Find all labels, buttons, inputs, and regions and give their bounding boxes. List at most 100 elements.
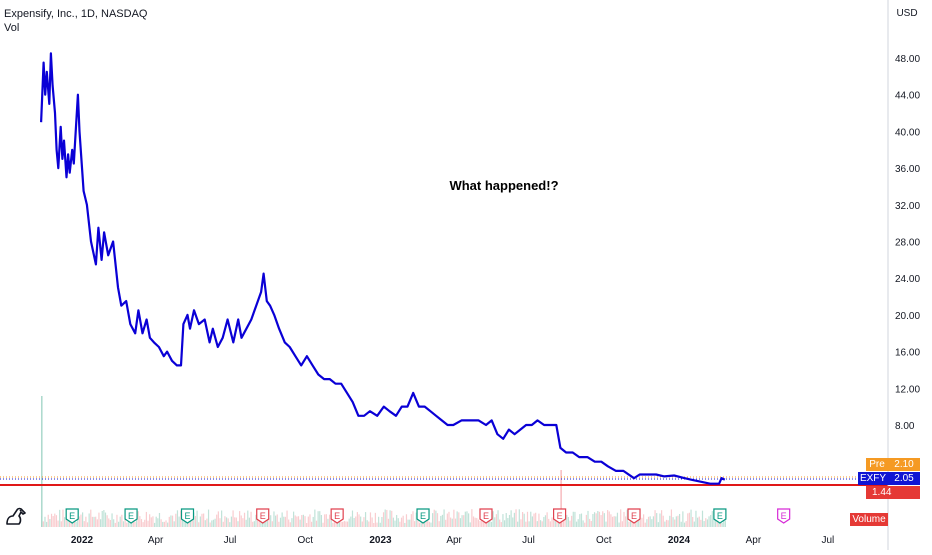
volume-bar bbox=[150, 517, 152, 527]
x-tick-label: Jul bbox=[821, 535, 834, 546]
volume-bar bbox=[355, 516, 357, 527]
volume-bar bbox=[328, 514, 331, 527]
volume-bar bbox=[119, 516, 121, 527]
earnings-badge-icon bbox=[256, 508, 270, 524]
volume-bar bbox=[649, 516, 651, 527]
volume-bar bbox=[139, 516, 141, 527]
symbol-legend[interactable]: Expensify, Inc., 1D, NASDAQ bbox=[4, 8, 148, 20]
volume-bar bbox=[173, 521, 175, 527]
volume-bar bbox=[587, 510, 589, 527]
volume-bar bbox=[590, 521, 592, 527]
earnings-marker[interactable]: E bbox=[124, 508, 138, 524]
volume-bar bbox=[160, 519, 162, 527]
x-tick-label: Jul bbox=[522, 535, 535, 546]
volume-bar bbox=[214, 518, 216, 527]
volume-bar bbox=[507, 518, 509, 527]
volume-bar bbox=[171, 515, 174, 527]
volume-bar bbox=[55, 515, 58, 527]
x-tick-label: Apr bbox=[446, 535, 462, 546]
volume-bar bbox=[698, 516, 700, 527]
x-tick-label: Jul bbox=[224, 535, 237, 546]
earnings-badge-icon bbox=[124, 508, 138, 524]
volume-bar bbox=[448, 511, 450, 527]
volume-bar bbox=[147, 520, 149, 527]
volume-bar bbox=[682, 511, 684, 527]
volume-bar bbox=[253, 521, 255, 527]
tradingview-logo-icon[interactable] bbox=[4, 504, 28, 528]
volume-bar bbox=[714, 519, 717, 527]
volume-bar bbox=[49, 519, 51, 527]
volume-bar bbox=[343, 520, 345, 527]
volume-bar bbox=[490, 521, 493, 527]
y-tick-label: 20.00 bbox=[895, 311, 920, 322]
volume-bar bbox=[497, 510, 499, 527]
earnings-marker[interactable]: E bbox=[777, 508, 791, 524]
volume-bar bbox=[525, 521, 527, 527]
volume-bar bbox=[487, 521, 489, 527]
volume-legend[interactable]: Vol bbox=[4, 22, 20, 34]
earnings-marker[interactable]: E bbox=[713, 508, 727, 524]
volume-bar bbox=[549, 521, 551, 527]
earnings-marker[interactable]: E bbox=[65, 508, 79, 524]
volume-bar bbox=[283, 516, 285, 527]
volume-bar bbox=[400, 517, 403, 527]
earnings-marker[interactable]: E bbox=[553, 508, 567, 524]
volume-bar bbox=[109, 519, 112, 527]
volume-bar bbox=[685, 521, 687, 527]
volume-bar bbox=[580, 513, 583, 527]
earnings-marker[interactable]: E bbox=[256, 508, 270, 524]
volume-bar bbox=[521, 511, 524, 527]
volume-bar bbox=[126, 522, 128, 527]
y-tick-label: 40.00 bbox=[895, 127, 920, 138]
volume-bar bbox=[50, 513, 53, 527]
volume-bar bbox=[456, 511, 458, 527]
volume-bar bbox=[113, 519, 115, 527]
volume-bar bbox=[358, 514, 360, 527]
volume-bar bbox=[371, 517, 373, 527]
earnings-marker[interactable]: E bbox=[627, 508, 641, 524]
volume-bar bbox=[77, 519, 79, 527]
volume-bar bbox=[62, 509, 64, 527]
volume-bar bbox=[207, 509, 210, 527]
volume-bar bbox=[72, 520, 74, 527]
volume-bar bbox=[99, 519, 102, 527]
volume-bar bbox=[551, 517, 553, 527]
volume-bar bbox=[494, 517, 496, 527]
earnings-label: E bbox=[420, 511, 426, 521]
volume-bar bbox=[463, 515, 465, 527]
earnings-label: E bbox=[69, 511, 75, 521]
earnings-marker[interactable]: E bbox=[330, 508, 344, 524]
volume-bar bbox=[414, 521, 416, 527]
earnings-marker[interactable]: E bbox=[180, 508, 195, 524]
volume-bar bbox=[54, 513, 56, 527]
volume-bar bbox=[396, 514, 398, 527]
volume-bar bbox=[572, 511, 574, 527]
volume-bar bbox=[232, 510, 234, 527]
volume-bar bbox=[464, 511, 466, 527]
volume-bar bbox=[454, 518, 457, 527]
volume-bar bbox=[98, 512, 100, 527]
volume-bar bbox=[703, 521, 705, 527]
volume-bar bbox=[538, 513, 540, 527]
volume-bar bbox=[597, 511, 599, 527]
earnings-label: E bbox=[128, 511, 134, 521]
volume-bar bbox=[571, 515, 573, 527]
currency-button[interactable]: USD bbox=[892, 4, 922, 22]
x-tick-label: Oct bbox=[596, 535, 612, 546]
volume-bar bbox=[178, 516, 180, 527]
x-tick-label: Apr bbox=[148, 535, 164, 546]
volume-bar bbox=[657, 522, 659, 527]
volume-bar bbox=[476, 517, 478, 527]
earnings-label: E bbox=[717, 511, 723, 521]
earnings-marker[interactable]: E bbox=[416, 508, 430, 524]
volume-bar bbox=[52, 516, 54, 527]
volume-bar bbox=[384, 509, 386, 527]
volume-bar bbox=[659, 513, 661, 527]
y-tick-label: 48.00 bbox=[895, 54, 920, 65]
annotation-text[interactable]: What happened!? bbox=[449, 178, 558, 193]
earnings-marker[interactable]: E bbox=[479, 508, 493, 524]
volume-bar bbox=[297, 516, 300, 527]
volume-bar bbox=[662, 515, 664, 527]
